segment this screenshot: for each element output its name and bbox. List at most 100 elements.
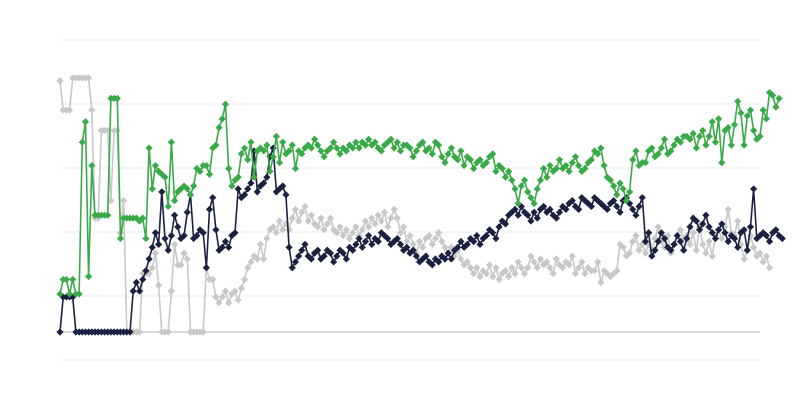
data-point-marker <box>575 161 583 170</box>
data-point-marker <box>673 232 681 240</box>
data-point-marker <box>352 138 360 146</box>
data-point-marker <box>393 138 401 146</box>
data-point-marker <box>393 234 401 243</box>
data-point-marker <box>718 159 726 167</box>
data-point-marker <box>183 185 191 193</box>
data-point-marker <box>590 267 599 275</box>
data-point-marker <box>247 258 255 266</box>
series-group <box>56 88 783 298</box>
data-point-marker <box>524 211 532 219</box>
data-point-marker <box>202 161 210 170</box>
data-point-marker <box>765 264 774 272</box>
data-point-marker <box>282 150 290 158</box>
data-point-marker <box>457 237 465 246</box>
data-point-marker <box>365 232 373 240</box>
data-point-marker <box>291 164 300 173</box>
data-point-marker <box>708 118 716 126</box>
data-point-marker <box>304 217 312 225</box>
data-point-marker <box>498 270 506 278</box>
data-point-marker <box>492 234 500 243</box>
data-point-marker <box>457 147 465 155</box>
data-point-marker <box>205 170 214 178</box>
data-point-marker <box>711 234 720 243</box>
data-point-marker <box>533 264 541 272</box>
data-point-marker <box>139 214 147 222</box>
data-point-marker <box>307 211 315 219</box>
data-point-marker <box>349 246 357 254</box>
data-point-marker <box>225 164 233 173</box>
data-point-marker <box>699 220 707 228</box>
data-point-marker <box>559 264 567 272</box>
data-point-marker <box>422 234 430 243</box>
data-point-marker <box>116 234 125 243</box>
data-point-marker <box>476 272 484 281</box>
data-point-marker <box>619 185 627 193</box>
data-point-marker <box>625 249 634 257</box>
data-point-marker <box>428 261 436 269</box>
data-point-marker <box>517 182 525 190</box>
data-point-marker <box>247 179 255 187</box>
data-point-marker <box>384 223 392 231</box>
data-point-marker <box>88 161 96 170</box>
data-point-marker <box>260 255 268 263</box>
data-point-marker <box>533 214 541 222</box>
data-point-marker <box>546 205 554 213</box>
data-point-marker <box>409 153 417 161</box>
data-point-marker <box>581 270 589 278</box>
data-point-marker <box>575 264 583 272</box>
data-point-marker <box>743 112 751 120</box>
data-point-marker <box>317 147 325 155</box>
data-point-marker <box>578 258 586 266</box>
data-point-marker <box>715 115 723 123</box>
data-point-marker <box>365 135 373 143</box>
data-point-marker <box>326 214 335 222</box>
data-point-marker <box>320 226 328 234</box>
data-point-marker <box>476 156 484 164</box>
data-point-marker <box>345 141 354 149</box>
data-point-marker <box>320 153 328 161</box>
data-point-marker <box>676 138 685 146</box>
data-point-marker <box>218 115 226 123</box>
data-point-marker <box>428 150 436 158</box>
data-point-marker <box>540 202 548 211</box>
data-point-marker <box>641 249 650 257</box>
data-point-marker <box>524 264 532 272</box>
data-point-marker <box>263 173 271 181</box>
data-point-marker <box>645 229 653 237</box>
data-point-marker <box>625 188 634 196</box>
data-point-marker <box>648 144 656 152</box>
data-point-marker <box>501 220 510 228</box>
data-point-marker <box>708 252 716 260</box>
data-point-marker <box>485 153 494 161</box>
data-point-marker <box>501 173 510 181</box>
data-point-marker <box>734 243 742 251</box>
data-point-marker <box>692 246 700 254</box>
data-point-marker <box>438 237 446 246</box>
series-layer <box>56 74 786 336</box>
data-point-marker <box>333 252 341 260</box>
data-point-marker <box>148 264 156 272</box>
data-point-marker <box>600 161 608 170</box>
data-point-marker <box>260 147 268 155</box>
data-point-marker <box>56 328 64 336</box>
data-point-marker <box>371 220 379 228</box>
data-point-marker <box>387 214 395 222</box>
data-point-marker <box>85 74 93 82</box>
data-point-marker <box>705 132 713 140</box>
data-point-marker <box>298 208 306 216</box>
data-point-marker <box>552 164 560 173</box>
data-point-marker <box>202 264 210 272</box>
data-point-marker <box>387 135 395 143</box>
data-point-marker <box>333 144 341 152</box>
data-point-marker <box>225 299 233 307</box>
data-point-marker <box>470 270 478 278</box>
data-point-marker <box>613 191 621 199</box>
data-point-marker <box>221 237 230 246</box>
data-point-marker <box>218 293 226 301</box>
data-point-marker <box>514 211 522 219</box>
data-point-marker <box>473 232 481 240</box>
data-point-marker <box>228 182 236 190</box>
data-point-marker <box>240 275 249 284</box>
data-point-marker <box>622 197 630 205</box>
data-point-marker <box>142 234 150 243</box>
